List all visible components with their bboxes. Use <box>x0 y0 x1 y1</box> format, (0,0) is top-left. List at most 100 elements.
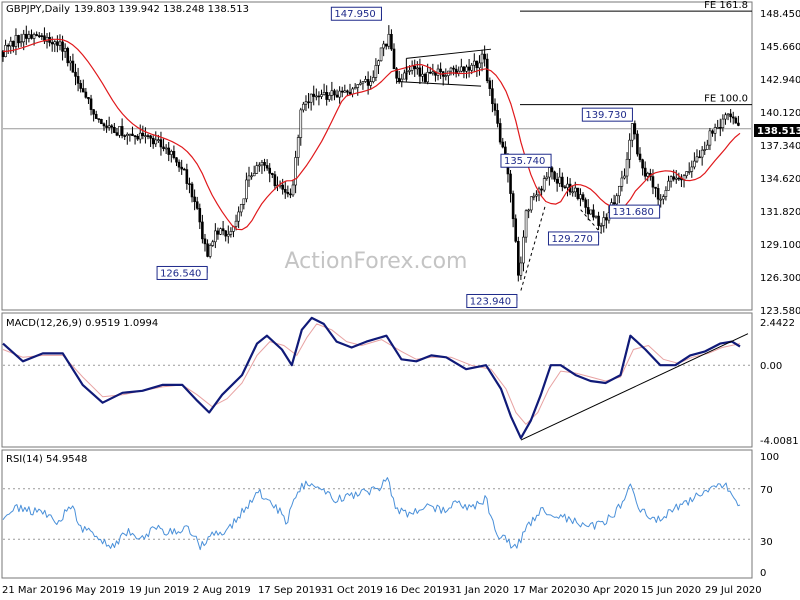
candle-body <box>550 167 554 173</box>
candle-body <box>416 67 419 70</box>
x-tick: 2 Aug 2019 <box>193 585 251 596</box>
candle-body <box>221 228 225 232</box>
candle-body <box>12 40 15 47</box>
candle-body <box>726 113 730 116</box>
ohlc-label: 139.803 139.942 138.248 138.513 <box>74 4 249 15</box>
candle-body <box>74 71 77 77</box>
candle-body <box>123 135 127 137</box>
candle-body <box>532 195 536 198</box>
candle-body <box>361 81 365 84</box>
candle-body <box>289 193 292 196</box>
candle-body <box>617 185 621 197</box>
price-tick: 126.300 <box>760 273 800 284</box>
price-series: FE 161.8 FE 100.0 147.950 126.540 135.740 123… <box>1 0 752 308</box>
candle-body <box>294 157 297 186</box>
candle-body <box>320 94 323 97</box>
candle-body <box>713 127 717 134</box>
candle-body <box>149 135 152 139</box>
candle-body <box>501 141 505 148</box>
candle-body <box>208 245 212 257</box>
candle-body <box>524 210 528 238</box>
candle-body <box>30 34 33 39</box>
candle-body <box>128 133 132 136</box>
candle-body <box>239 204 243 213</box>
candle-body <box>133 135 137 138</box>
candle-body <box>690 166 694 172</box>
candle-body <box>219 228 222 235</box>
candle-body <box>475 60 479 69</box>
candle-body <box>144 135 147 137</box>
price-tick: 129.100 <box>760 240 800 251</box>
candle-body <box>708 130 712 146</box>
candle-body <box>35 34 38 36</box>
candle-body <box>584 199 587 208</box>
candle-body <box>586 207 590 215</box>
candle-body <box>400 78 404 82</box>
candle-body <box>496 110 499 124</box>
candle-body <box>674 177 678 180</box>
candle-body <box>493 103 497 111</box>
candle-body <box>579 194 582 199</box>
x-tick: 17 Mar 2020 <box>513 585 576 596</box>
candle-body <box>431 71 435 74</box>
candle-body <box>693 160 696 168</box>
callout-label: 139.730 <box>585 110 626 121</box>
macd-trendline <box>520 333 749 441</box>
rsi-title: RSI(14) 54.9548 <box>6 454 87 465</box>
candle-body <box>555 178 559 184</box>
candle-body <box>335 94 339 98</box>
candle-body <box>102 123 106 127</box>
candle-body <box>359 82 362 85</box>
candle-body <box>444 75 448 77</box>
price-tick: 140.120 <box>760 108 800 119</box>
candle-body <box>216 230 220 235</box>
candle-body <box>734 117 738 124</box>
fe-level-label: FE 100.0 <box>704 94 748 105</box>
candle-body <box>265 165 269 169</box>
candle-body <box>413 65 417 70</box>
candle-body <box>395 68 398 79</box>
candle-body <box>602 217 606 226</box>
candle-body <box>353 87 357 90</box>
candle-body <box>198 208 202 223</box>
candle-body <box>286 191 290 195</box>
candle-body <box>721 118 725 128</box>
candle-body <box>250 175 253 178</box>
candle-body <box>115 132 119 136</box>
candle-body <box>283 188 287 193</box>
rsi-tick: 0 <box>760 568 766 579</box>
callout-box <box>466 293 518 308</box>
candle-body <box>22 33 26 43</box>
candle-body <box>408 69 411 72</box>
candle-body <box>333 90 336 96</box>
candle-body <box>237 211 240 222</box>
x-tick: 29 Jul 2020 <box>705 585 762 596</box>
candle-body <box>105 125 108 128</box>
candle-body <box>421 73 424 77</box>
callout-box <box>500 153 552 168</box>
candle-body <box>540 188 543 191</box>
candle-body <box>32 34 36 39</box>
candle-body <box>89 98 93 110</box>
candle-body <box>19 41 23 44</box>
candle-body <box>646 173 650 177</box>
rsi-panel <box>1 449 753 579</box>
candle-body <box>87 97 90 100</box>
candle-body <box>703 149 707 151</box>
candle-body <box>677 177 681 180</box>
candle-body <box>478 62 481 69</box>
candle-body <box>364 79 367 82</box>
callout-label: 129.270 <box>551 234 592 245</box>
candle-body <box>698 156 701 159</box>
candle-body <box>620 177 624 187</box>
candle-body <box>685 171 688 177</box>
candle-body <box>576 187 580 199</box>
candle-body <box>519 262 523 276</box>
candle-body <box>53 41 57 45</box>
candle-body <box>118 126 121 136</box>
candle-body <box>346 90 349 93</box>
candle-body <box>255 165 259 174</box>
candle-body <box>545 176 549 179</box>
candle-body <box>462 66 466 72</box>
candle-body <box>351 88 354 95</box>
